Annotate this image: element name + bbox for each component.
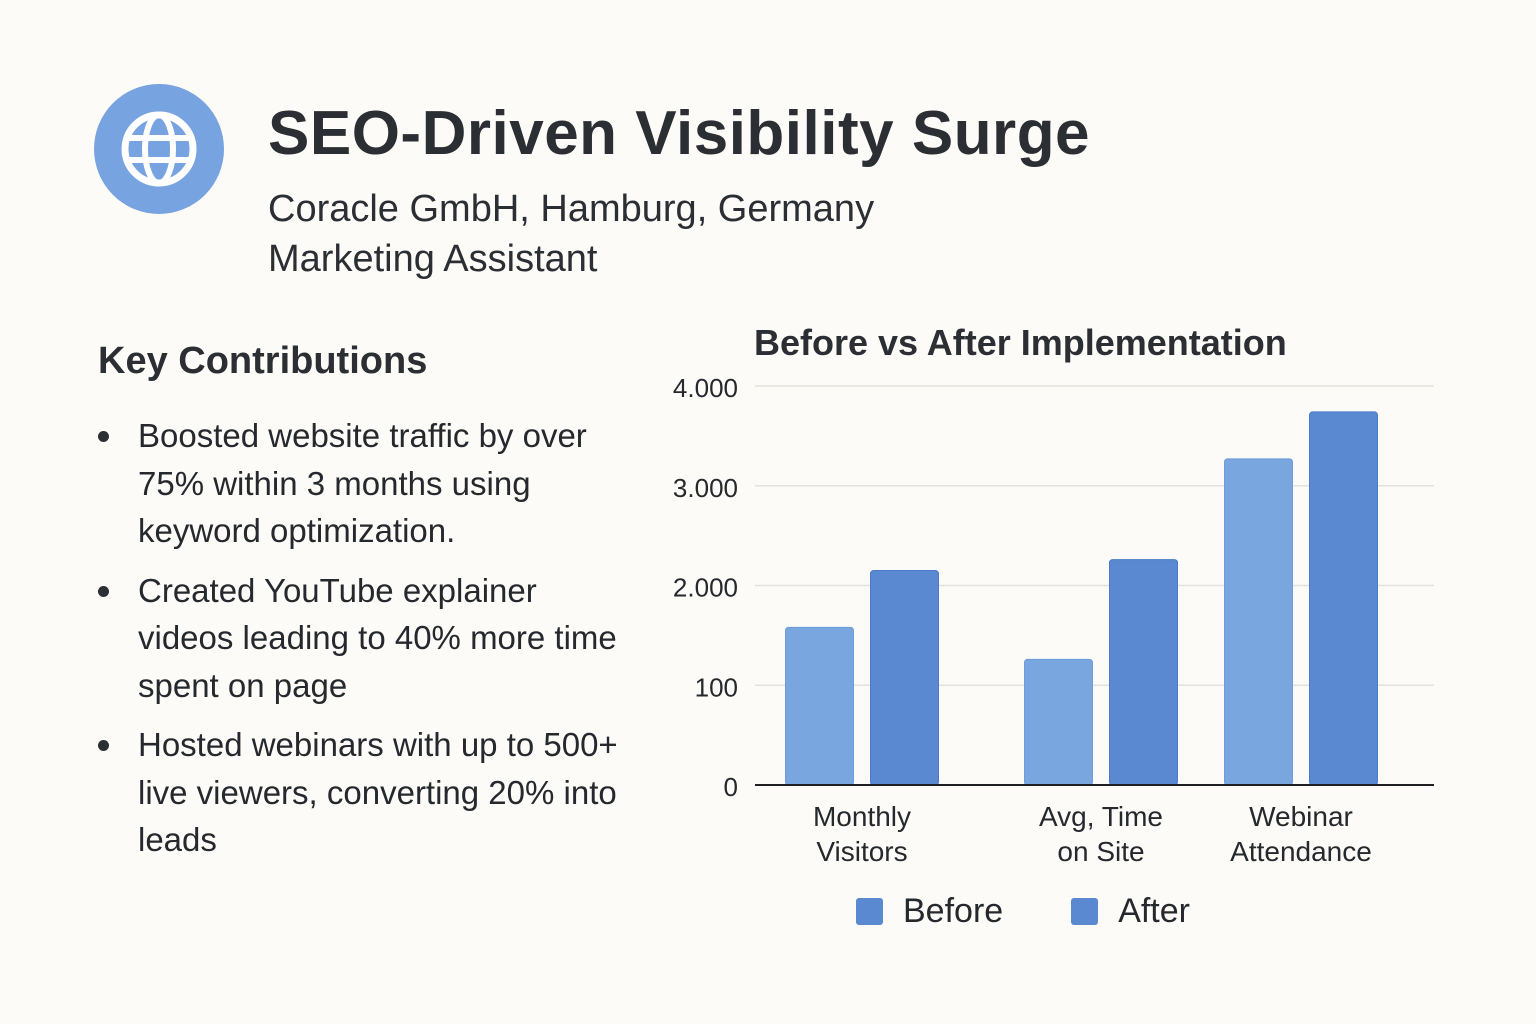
legend-swatch-after	[1071, 898, 1099, 925]
globe-icon	[121, 111, 197, 187]
x-tick-label: on Site	[1057, 836, 1144, 867]
legend-item-before: Before	[856, 892, 1003, 931]
bar-after	[1309, 411, 1378, 786]
bar-before	[1224, 458, 1293, 786]
company-location: Coracle GmbH, Hamburg, Germany	[268, 188, 875, 230]
x-tick-label: Monthly	[813, 801, 911, 832]
legend-label-after: After	[1118, 892, 1190, 930]
page-title: SEO-Driven Visibility Surge	[268, 99, 1091, 168]
list-item-text: Hosted webinars with up to 500+ live vie…	[138, 726, 618, 858]
legend-item-after: After	[1071, 892, 1190, 931]
bullet-icon	[98, 585, 109, 597]
list-item-text: Created YouTube explainer videos leading…	[138, 571, 617, 704]
logo-badge	[94, 84, 224, 214]
x-tick-label: Attendance	[1230, 836, 1372, 867]
x-tick-label: Webinar	[1249, 801, 1353, 832]
contributions-heading: Key Contributions	[98, 340, 428, 382]
legend-label-before: Before	[903, 892, 1004, 930]
list-item-text: Boosted website traffic by over 75% with…	[138, 417, 587, 549]
chart-title: Before vs After Implementation	[754, 322, 1287, 363]
y-tick-label: 0	[724, 772, 738, 802]
bullet-icon	[98, 431, 109, 442]
y-tick-label: 2.000	[673, 573, 738, 603]
x-tick-label: Visitors	[816, 836, 907, 867]
bar-after	[870, 570, 939, 786]
x-tick-label: Avg, Time	[1039, 801, 1163, 832]
legend-swatch-before	[856, 898, 883, 925]
bar-before	[785, 626, 854, 786]
y-tick-label: 4.000	[673, 373, 738, 403]
y-tick-label: 3.000	[673, 473, 738, 503]
bar-before	[1024, 658, 1093, 786]
list-item: Created YouTube explainer videos leading…	[96, 567, 636, 710]
list-item: Hosted webinars with up to 500+ live vie…	[96, 721, 636, 864]
contributions-list: Boosted website traffic by over 75% with…	[96, 412, 636, 876]
bullet-icon	[98, 740, 109, 751]
y-tick-label: 100	[695, 672, 738, 702]
job-role: Marketing Assistant	[268, 238, 598, 280]
bar-after	[1109, 559, 1178, 786]
chart-legend: Before After	[856, 892, 1258, 931]
list-item: Boosted website traffic by over 75% with…	[96, 412, 636, 555]
